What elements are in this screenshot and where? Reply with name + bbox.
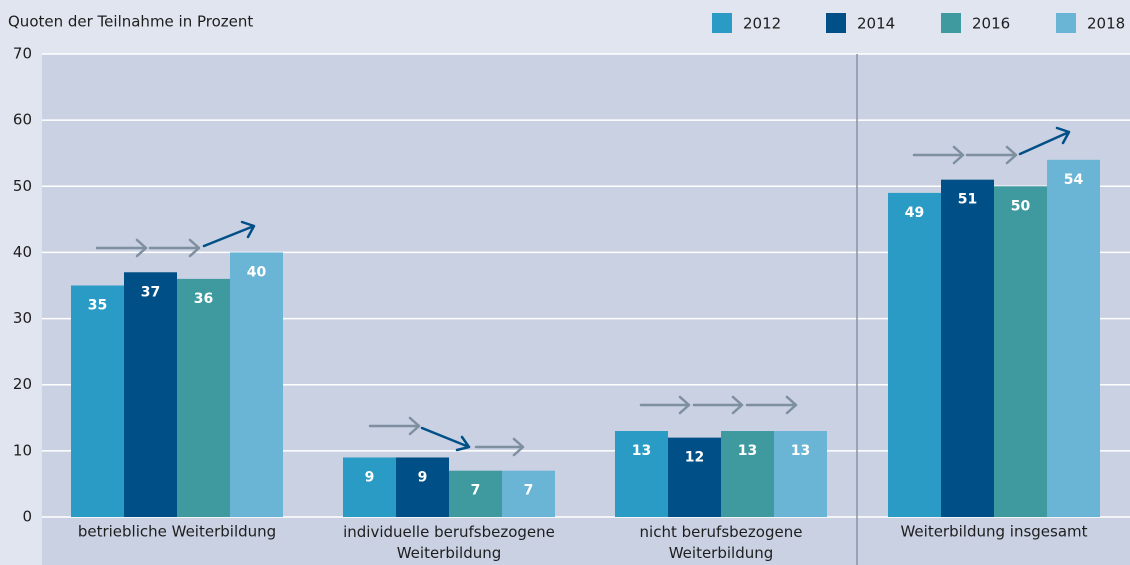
bar xyxy=(230,252,283,517)
value-label: 35 xyxy=(88,298,107,314)
y-tick-label: 60 xyxy=(13,111,32,129)
trend-arrow xyxy=(912,145,1018,165)
value-label: 9 xyxy=(418,469,428,485)
y-tick-label: 40 xyxy=(13,243,32,261)
x-tick-label: Weiterbildung insgesamt xyxy=(900,523,1087,541)
bar xyxy=(774,431,827,517)
legend-label: 2018 xyxy=(1087,15,1125,33)
bar xyxy=(396,457,449,517)
trend-arrow xyxy=(368,416,421,436)
x-tick-label: betriebliche Weiterbildung xyxy=(78,523,276,541)
x-tick-label: nicht berufsbezogene Weiterbildung xyxy=(640,523,803,562)
bar xyxy=(668,437,721,517)
value-label: 9 xyxy=(365,469,375,485)
y-tick-label: 10 xyxy=(13,441,32,459)
value-label: 51 xyxy=(958,192,977,208)
trend-arrows xyxy=(95,126,1071,457)
value-label: 36 xyxy=(194,291,213,307)
value-label: 7 xyxy=(471,483,481,499)
y-tick-label: 30 xyxy=(13,309,32,327)
bar xyxy=(615,431,668,517)
trend-arrow xyxy=(95,238,201,258)
trend-arrow xyxy=(420,426,471,452)
value-label: 54 xyxy=(1064,172,1084,188)
legend-label: 2016 xyxy=(972,15,1010,33)
value-label: 40 xyxy=(247,264,267,280)
bar xyxy=(177,278,230,517)
y-tick-label: 0 xyxy=(22,508,32,526)
legend-swatch xyxy=(712,13,732,33)
bar xyxy=(449,470,502,517)
legend-label: 2014 xyxy=(857,15,895,33)
bar xyxy=(1047,159,1100,518)
bar xyxy=(343,457,396,517)
trend-arrow xyxy=(639,395,798,415)
value-label: 50 xyxy=(1011,198,1031,214)
trend-arrow xyxy=(1018,126,1071,156)
value-label: 13 xyxy=(738,443,757,459)
bar xyxy=(721,431,774,517)
value-label: 7 xyxy=(524,483,534,499)
y-tick-label: 20 xyxy=(13,375,32,393)
y-tick-label: 70 xyxy=(13,45,32,63)
x-tick-label: individuelle berufsbezogene Weiterbildung xyxy=(343,523,555,562)
legend-label: 2012 xyxy=(743,15,781,33)
y-tick-label: 50 xyxy=(13,177,32,195)
bar xyxy=(994,186,1047,518)
legend-swatch xyxy=(941,13,961,33)
value-label: 37 xyxy=(141,284,160,300)
trend-arrow xyxy=(202,220,256,248)
value-label: 49 xyxy=(905,205,924,221)
value-label: 13 xyxy=(632,443,651,459)
value-label: 13 xyxy=(791,443,810,459)
bar xyxy=(888,192,941,517)
bar xyxy=(941,179,994,517)
chart-title: Quoten der Teilnahme in Prozent xyxy=(8,13,253,31)
bar xyxy=(71,285,124,517)
bar xyxy=(502,470,555,517)
bar xyxy=(124,272,177,517)
trend-arrow xyxy=(474,437,525,457)
legend-swatch xyxy=(826,13,846,33)
legend-swatch xyxy=(1056,13,1076,33)
value-label: 12 xyxy=(685,450,704,466)
